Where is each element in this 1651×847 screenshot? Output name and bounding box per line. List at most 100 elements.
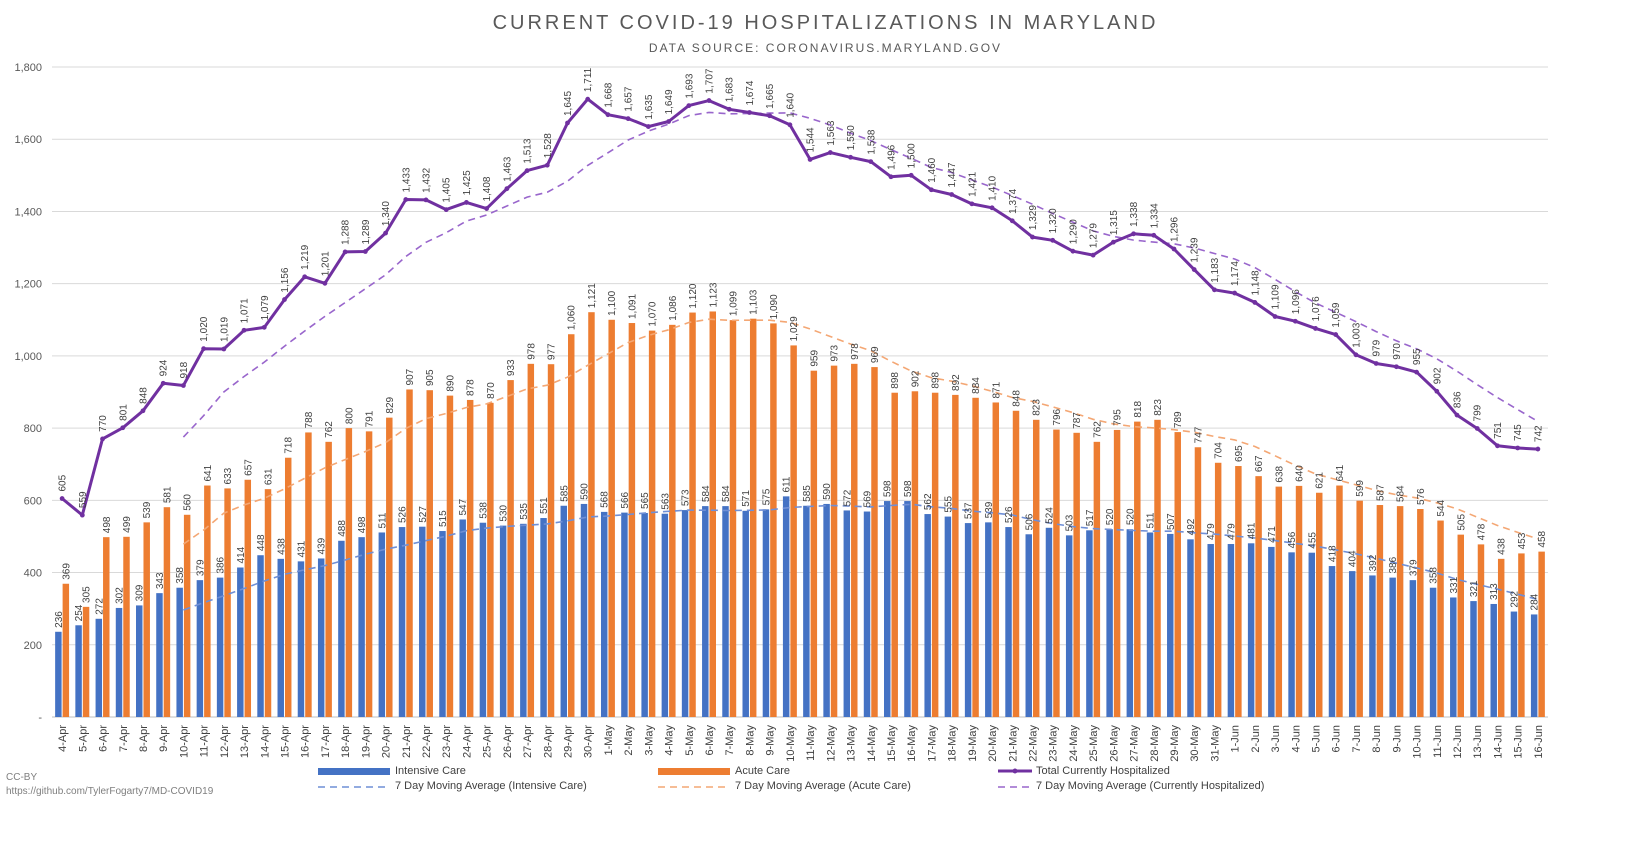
point-total-hospitalized bbox=[464, 200, 469, 205]
data-label-acute-care: 933 bbox=[506, 359, 517, 376]
data-label-intensive-care: 292 bbox=[1509, 590, 1520, 607]
bar-acute-care bbox=[1316, 492, 1323, 717]
data-label-intensive-care: 520 bbox=[1105, 508, 1116, 525]
x-tick-label: 23-Apr bbox=[441, 725, 453, 758]
moving-average-intensive-care bbox=[183, 503, 1539, 611]
data-label-acute-care: 560 bbox=[183, 494, 194, 511]
x-tick-label: 8-Apr bbox=[138, 725, 150, 752]
bar-acute-care bbox=[1336, 485, 1343, 717]
bar-acute-care bbox=[1053, 429, 1060, 717]
data-label-intensive-care: 507 bbox=[1166, 513, 1177, 530]
point-total-hospitalized bbox=[989, 205, 995, 211]
bar-intensive-care bbox=[884, 501, 891, 717]
bar-intensive-care bbox=[499, 525, 507, 717]
data-label-acute-care: 978 bbox=[526, 343, 537, 360]
data-label-acute-care: 878 bbox=[466, 379, 477, 396]
point-total-hospitalized bbox=[443, 207, 449, 213]
bar-intensive-care bbox=[580, 503, 588, 717]
data-label-acute-care: 305 bbox=[82, 586, 93, 603]
data-label-total: 1,496 bbox=[886, 144, 897, 169]
data-label-total: 1,019 bbox=[219, 316, 230, 341]
data-label-intensive-care: 455 bbox=[1307, 532, 1318, 549]
bar-acute-care bbox=[1457, 534, 1464, 717]
x-tick-label: 10-Jun bbox=[1412, 725, 1424, 759]
point-total-hospitalized bbox=[484, 206, 490, 211]
data-label-acute-care: 581 bbox=[162, 486, 173, 503]
point-total-hospitalized bbox=[1090, 252, 1096, 258]
bar-acute-care bbox=[426, 390, 433, 717]
data-label-total: 955 bbox=[1412, 348, 1423, 365]
data-label-total: 1,003 bbox=[1351, 322, 1362, 347]
bar-intensive-care bbox=[843, 510, 851, 717]
data-label-total: 1,563 bbox=[826, 120, 837, 145]
data-label-intensive-care: 386 bbox=[1388, 556, 1399, 573]
x-tick-label: 29-May bbox=[1169, 725, 1181, 762]
data-label-intensive-care: 524 bbox=[1044, 507, 1055, 524]
data-label-intensive-care: 236 bbox=[54, 611, 65, 628]
point-total-hospitalized bbox=[221, 346, 227, 352]
bar-intensive-care bbox=[1207, 544, 1214, 717]
point-total-hospitalized bbox=[807, 157, 813, 162]
bar-acute-care bbox=[1012, 410, 1020, 717]
data-label-acute-care: 902 bbox=[910, 370, 921, 387]
bar-intensive-care bbox=[540, 518, 547, 717]
x-tick-label: 4-May bbox=[664, 725, 676, 756]
bar-intensive-care bbox=[95, 618, 103, 717]
x-tick-label: 19-May bbox=[967, 724, 979, 761]
point-total-hospitalized bbox=[362, 249, 368, 254]
bar-intensive-care bbox=[600, 511, 608, 717]
point-total-hospitalized bbox=[1191, 267, 1197, 272]
y-tick-label: 1,000 bbox=[14, 351, 42, 363]
point-total-hospitalized bbox=[181, 383, 186, 388]
bar-acute-care bbox=[1073, 432, 1080, 717]
bar-acute-care bbox=[1497, 558, 1505, 717]
data-label-acute-care: 1,091 bbox=[627, 294, 638, 319]
data-label-total: 1,109 bbox=[1271, 284, 1282, 309]
point-total-hospitalized bbox=[726, 106, 732, 112]
bar-intensive-care bbox=[944, 516, 952, 717]
x-tick-label: 17-Apr bbox=[320, 725, 332, 758]
x-tick-label: 7-Apr bbox=[118, 725, 130, 752]
source-url: https://github.com/TylerFogarty7/MD-COVI… bbox=[6, 786, 214, 797]
bar-intensive-care bbox=[216, 577, 224, 717]
data-label-intensive-care: 498 bbox=[357, 516, 368, 533]
data-label-intensive-care: 379 bbox=[195, 559, 206, 576]
data-label-acute-care: 977 bbox=[546, 343, 557, 360]
bar-acute-care bbox=[608, 319, 615, 717]
point-total-hospitalized bbox=[1131, 231, 1136, 237]
data-label-intensive-care: 573 bbox=[681, 489, 692, 506]
point-total-hospitalized bbox=[767, 113, 773, 119]
data-label-intensive-care: 438 bbox=[276, 538, 287, 555]
y-tick-label: 800 bbox=[24, 423, 42, 435]
bar-acute-care bbox=[851, 363, 858, 717]
x-tick-label: 28-Apr bbox=[542, 725, 554, 758]
bar-intensive-care bbox=[1308, 552, 1316, 717]
bar-acute-care bbox=[527, 363, 535, 717]
bar-acute-care bbox=[749, 318, 757, 717]
x-tick-label: 4-Jun bbox=[1290, 725, 1302, 753]
data-label-acute-care: 498 bbox=[102, 516, 113, 533]
bar-intensive-care bbox=[136, 605, 143, 717]
data-label-acute-care: 795 bbox=[1113, 409, 1124, 426]
data-label-acute-care: 641 bbox=[203, 464, 214, 481]
data-label-acute-care: 641 bbox=[1335, 464, 1346, 481]
point-total-hospitalized bbox=[504, 186, 510, 192]
y-tick-label: 1,800 bbox=[14, 62, 42, 74]
point-total-hospitalized bbox=[706, 98, 712, 103]
bar-intensive-care bbox=[479, 522, 487, 717]
legend-label-acute-avg: 7 Day Moving Average (Acute Care) bbox=[735, 780, 911, 792]
bar-intensive-care bbox=[702, 506, 709, 717]
data-label-acute-care: 631 bbox=[264, 468, 275, 485]
bar-intensive-care bbox=[1187, 539, 1194, 717]
x-tick-label: 15-Jun bbox=[1513, 725, 1525, 759]
data-label-acute-care: 1,121 bbox=[587, 283, 598, 308]
bar-intensive-care bbox=[1247, 543, 1255, 717]
point-total-hospitalized bbox=[100, 436, 105, 442]
bar-acute-care bbox=[830, 365, 838, 717]
point-total-hospitalized bbox=[908, 172, 914, 178]
bar-acute-care bbox=[911, 391, 919, 717]
data-label-intensive-care: 547 bbox=[458, 498, 469, 515]
data-label-acute-care: 978 bbox=[850, 343, 861, 360]
bar-acute-care bbox=[1396, 506, 1404, 717]
data-label-intensive-care: 448 bbox=[256, 534, 267, 551]
